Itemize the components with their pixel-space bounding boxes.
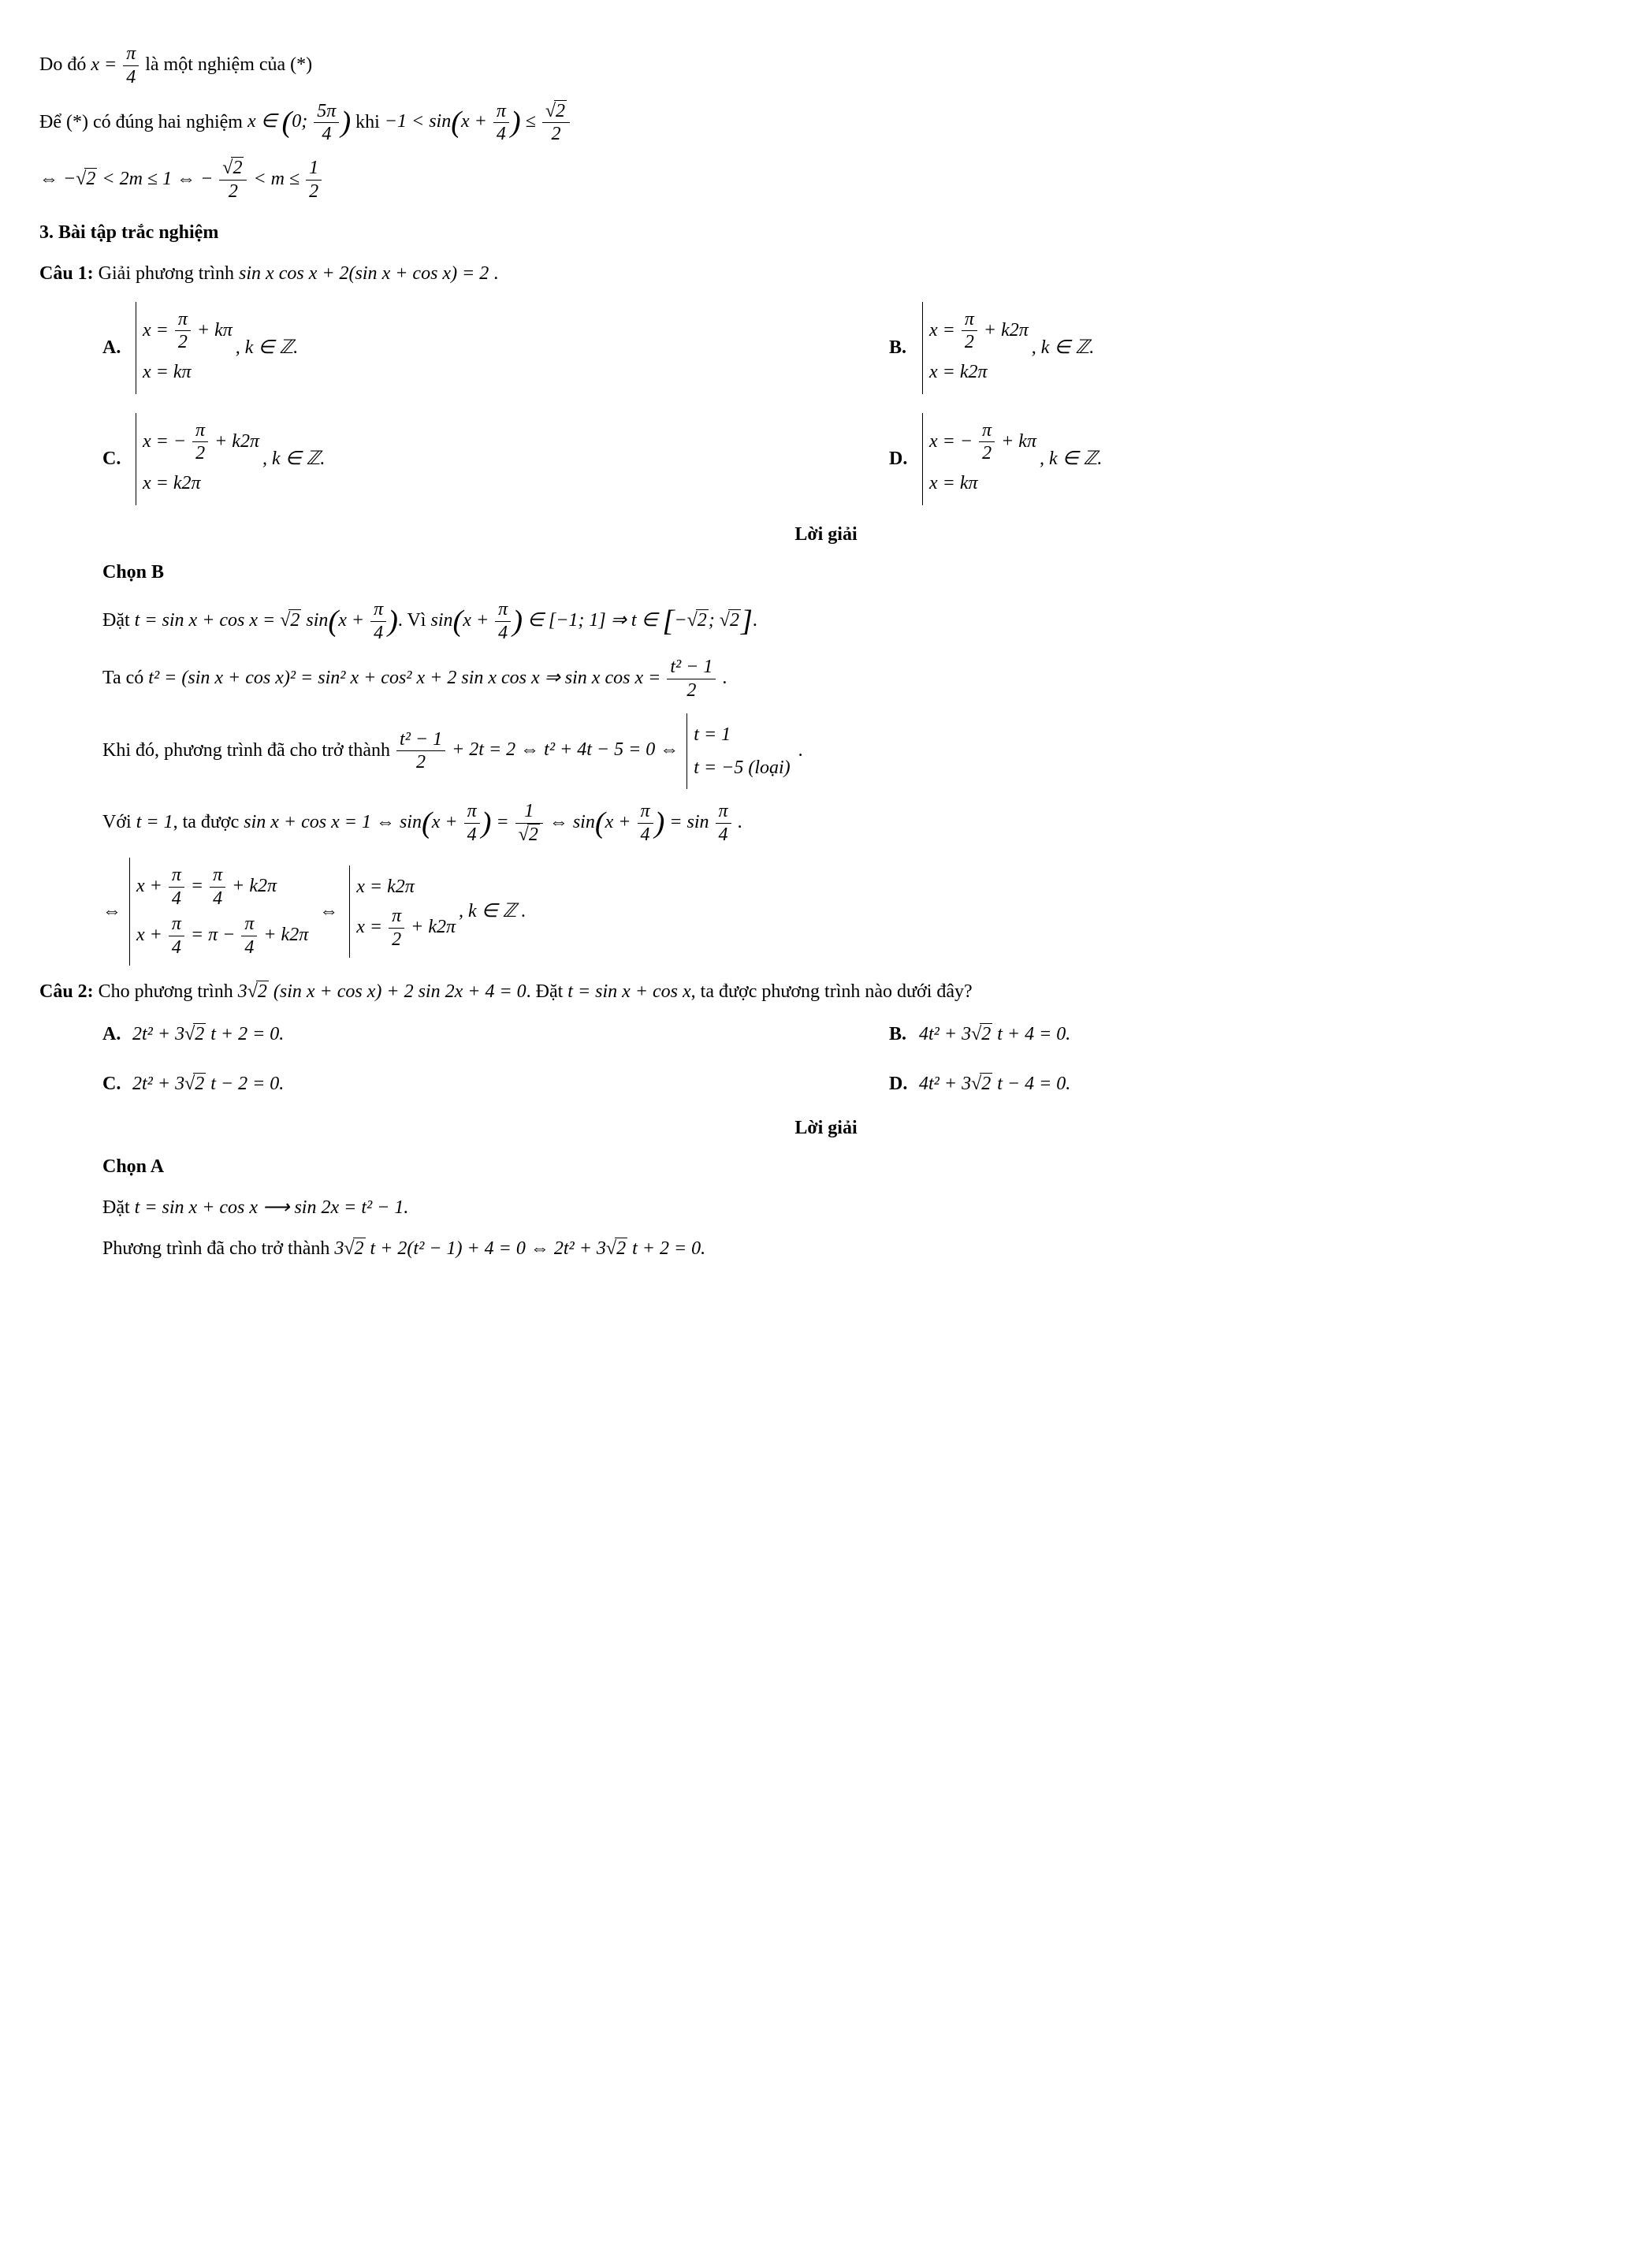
loi-giai-2: Lời giải xyxy=(39,1113,1613,1143)
p1-post: là một nghiệm của (*) xyxy=(145,54,312,75)
q1-s3-c1: t = 1 xyxy=(694,720,790,750)
option-label-c2: C. xyxy=(102,1069,125,1099)
q1-options: A. x = π2 + kπ x = kπ , k ∈ ℤ. B. x = π2… xyxy=(102,302,1613,505)
q1-s5-right: x = k2π x = π2 + k2π xyxy=(349,865,456,958)
q1-c-tail: , k ∈ ℤ. xyxy=(262,444,325,474)
q1-step4: Với t = 1, ta được sin x + cos x = 1 ⇔ s… xyxy=(102,800,1613,847)
q1-s5-tail: , k ∈ ℤ . xyxy=(459,896,526,926)
q1-s5-r2: x = π2 + k2π xyxy=(356,905,456,951)
q2-options: A. 2t² + 32 t + 2 = 0. B. 4t² + 32 t + 4… xyxy=(102,1019,1613,1099)
q1-step3: Khi đó, phương trình đã cho trở thành t²… xyxy=(102,713,1613,790)
q1-d-line1: x = − π2 + kπ xyxy=(929,419,1036,466)
p1-eq: x = π4 xyxy=(91,54,140,75)
q2-text: Cho phương trình 32 (sin x + cos x) + 2 … xyxy=(99,981,973,1002)
q1-c-cases: x = − π2 + k2π x = k2π xyxy=(136,413,259,505)
q1-chon: Chọn B xyxy=(102,557,1613,587)
q1-step1: Đặt t = sin x + cos x = 2 sin(x + π4). V… xyxy=(102,598,1613,645)
q1-b-line2: x = k2π xyxy=(929,357,1029,387)
q1-s3-pre: Khi đó, phương trình đã cho trở thành xyxy=(102,739,395,760)
p2-eq2: −1 < sin(x + π4) ≤ 22 xyxy=(385,111,571,132)
q1-label: Câu 1: xyxy=(39,263,94,284)
loi-giai-1: Lời giải xyxy=(39,519,1613,549)
p3-eq: ⇔ −2 < 2m ≤ 1 ⇔ − 22 < m ≤ 12 xyxy=(39,169,323,189)
q1-option-a: A. x = π2 + kπ x = kπ , k ∈ ℤ. xyxy=(102,302,826,394)
q1-a-tail: , k ∈ ℤ. xyxy=(236,333,298,363)
q2-option-a: A. 2t² + 32 t + 2 = 0. xyxy=(102,1019,826,1049)
option-label-c: C. xyxy=(102,444,125,474)
q1-c-line1: x = − π2 + k2π xyxy=(143,419,259,466)
q1-option-d: D. x = − π2 + kπ x = kπ , k ∈ ℤ. xyxy=(889,413,1613,505)
q1-s3-c2: t = −5 (loại) xyxy=(694,753,790,783)
q2-option-d: D. 4t² + 32 t − 4 = 0. xyxy=(889,1069,1613,1099)
option-label-d2: D. xyxy=(889,1069,911,1099)
q2-chon: Chọn A xyxy=(102,1152,1613,1182)
q2-c-eq: 2t² + 32 t − 2 = 0. xyxy=(132,1069,284,1099)
q1-a-line1: x = π2 + kπ xyxy=(143,308,233,355)
q1-d-line2: x = kπ xyxy=(929,468,1036,498)
section-3-title: 3. Bài tập trắc nghiệm xyxy=(39,218,1613,248)
q2-option-c: C. 2t² + 32 t − 2 = 0. xyxy=(102,1069,826,1099)
q2-label: Câu 2: xyxy=(39,981,94,1002)
option-label-a: A. xyxy=(102,333,125,363)
p1-pre: Do đó xyxy=(39,54,91,75)
q1-s5-left: x + π4 = π4 + k2π x + π4 = π − π4 + k2π xyxy=(129,858,308,966)
q1-c-line2: x = k2π xyxy=(143,468,259,498)
option-label-d: D. xyxy=(889,444,911,474)
q2-b-eq: 4t² + 32 t + 4 = 0. xyxy=(919,1019,1070,1049)
q1-s5-r1: x = k2π xyxy=(356,872,456,902)
q1-step2: Ta có t² = (sin x + cos x)² = sin² x + c… xyxy=(102,656,1613,702)
q1-option-c: C. x = − π2 + k2π x = k2π , k ∈ ℤ. xyxy=(102,413,826,505)
question-1: Câu 1: Giải phương trình sin x cos x + 2… xyxy=(39,259,1613,288)
q2-option-b: B. 4t² + 32 t + 4 = 0. xyxy=(889,1019,1613,1049)
q1-step5: ⇔ x + π4 = π4 + k2π x + π4 = π − π4 + k2… xyxy=(102,858,1613,966)
q1-b-cases: x = π2 + k2π x = k2π xyxy=(922,302,1029,394)
q1-s3-cases: t = 1 t = −5 (loại) xyxy=(686,713,790,790)
q1-option-b: B. x = π2 + k2π x = k2π , k ∈ ℤ. xyxy=(889,302,1613,394)
option-label-b2: B. xyxy=(889,1019,911,1049)
q1-s5-l1: x + π4 = π4 + k2π xyxy=(136,864,308,910)
para-1: Do đó x = π4 là một nghiệm của (*) xyxy=(39,43,1613,89)
q1-s3-dot: . xyxy=(798,739,803,760)
option-label-a2: A. xyxy=(102,1019,125,1049)
q1-s3-eq: t² − 12 + 2t = 2 ⇔ t² + 4t − 5 = 0 ⇔ xyxy=(395,739,683,760)
q1-a-line2: x = kπ xyxy=(143,357,233,387)
p2-mid1: x ∈ (0; 5π4) xyxy=(247,111,351,132)
q2-step2: Phương trình đã cho trở thành 32 t + 2(t… xyxy=(102,1234,1613,1264)
para-3: ⇔ −2 < 2m ≤ 1 ⇔ − 22 < m ≤ 12 xyxy=(39,157,1613,203)
option-label-b: B. xyxy=(889,333,911,363)
q1-a-cases: x = π2 + kπ x = kπ xyxy=(136,302,233,394)
p2-pre: Để (*) có đúng hai nghiệm xyxy=(39,111,247,132)
q2-a-eq: 2t² + 32 t + 2 = 0. xyxy=(132,1019,284,1049)
q1-d-tail: , k ∈ ℤ. xyxy=(1040,444,1102,474)
q1-d-cases: x = − π2 + kπ x = kπ xyxy=(922,413,1036,505)
q1-s5-l2: x + π4 = π − π4 + k2π xyxy=(136,913,308,959)
q1-text: Giải phương trình sin x cos x + 2(sin x … xyxy=(99,263,499,284)
p2-khi: khi xyxy=(355,111,385,132)
question-2: Câu 2: Cho phương trình 32 (sin x + cos … xyxy=(39,977,1613,1007)
para-2: Để (*) có đúng hai nghiệm x ∈ (0; 5π4) k… xyxy=(39,100,1613,147)
q2-d-eq: 4t² + 32 t − 4 = 0. xyxy=(919,1069,1070,1099)
q1-b-tail: , k ∈ ℤ. xyxy=(1032,333,1094,363)
q2-step1: Đặt t = sin x + cos x ⟶ sin 2x = t² − 1. xyxy=(102,1193,1613,1223)
q1-b-line1: x = π2 + k2π xyxy=(929,308,1029,355)
